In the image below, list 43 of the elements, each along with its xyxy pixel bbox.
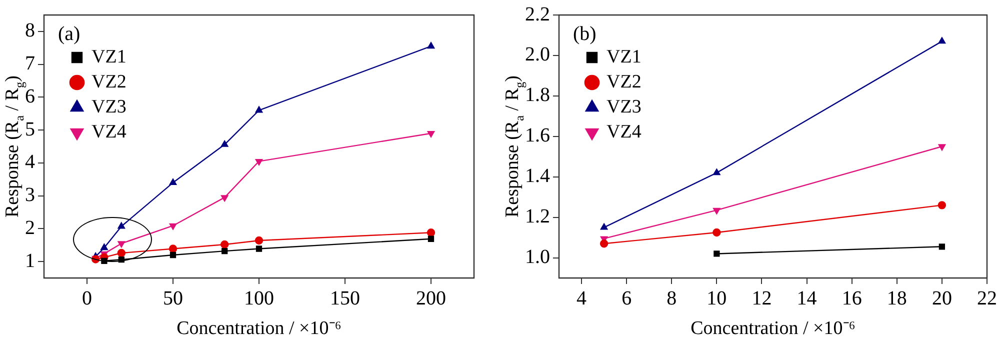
- legend-label: VZ3: [606, 96, 642, 118]
- y-tick-label: 7: [25, 52, 35, 75]
- y-tick-label: 1: [25, 250, 35, 272]
- y-tick-label: 1.2: [525, 206, 550, 228]
- x-tick-label: 18: [886, 287, 907, 310]
- chart-title: (a): [58, 23, 80, 45]
- y-tick-label: 2.2: [525, 3, 550, 26]
- x-tick-label: 8: [666, 287, 677, 310]
- x-tick-label: 16: [842, 287, 862, 310]
- x-tick-label: 14: [796, 287, 817, 310]
- y-tick-label: 1.8: [525, 84, 550, 106]
- legend-label: VZ2: [606, 71, 642, 92]
- y-tick-label: 8: [25, 20, 35, 42]
- x-tick-label: 4: [576, 287, 587, 310]
- y-tick-label: 6: [25, 85, 35, 108]
- legend-label: VZ1: [606, 46, 642, 68]
- x-tick-label: 12: [752, 287, 772, 310]
- x-tick-label: 0: [82, 287, 92, 310]
- x-tick-label: 20: [932, 287, 952, 310]
- y-tick-label: 5: [25, 118, 35, 140]
- x-tick-label: 6: [622, 287, 632, 310]
- legend-label: VZ2: [92, 71, 126, 92]
- x-tick-label: 50: [163, 287, 183, 310]
- y-tick-label: 2: [25, 216, 35, 239]
- y-tick-label: 3: [25, 184, 35, 206]
- x-tick-label: 22: [977, 287, 997, 310]
- chart-title: (b): [573, 23, 596, 45]
- y-axis-title: Response (Ra / Rg): [502, 75, 527, 218]
- legend-label: VZ3: [92, 96, 126, 118]
- y-tick-label: 4: [25, 151, 35, 174]
- x-tick-label: 10: [706, 287, 727, 310]
- y-tick-label: 1.6: [525, 124, 550, 147]
- x-tick-label: 150: [330, 287, 360, 310]
- legend-label: VZ1: [92, 46, 126, 68]
- x-tick-label: 200: [416, 287, 446, 310]
- legend-label: VZ4: [92, 121, 127, 142]
- x-axis-title: Concentration / ×10⁻⁶: [176, 318, 342, 339]
- y-tick-label: 2.0: [525, 44, 550, 66]
- y-tick-label: 1.0: [525, 246, 550, 268]
- legend-label: VZ4: [606, 121, 642, 142]
- y-tick-label: 1.4: [525, 165, 550, 188]
- x-axis-title: Concentration / ×10⁻⁶: [690, 318, 856, 339]
- x-tick-label: 100: [244, 287, 274, 310]
